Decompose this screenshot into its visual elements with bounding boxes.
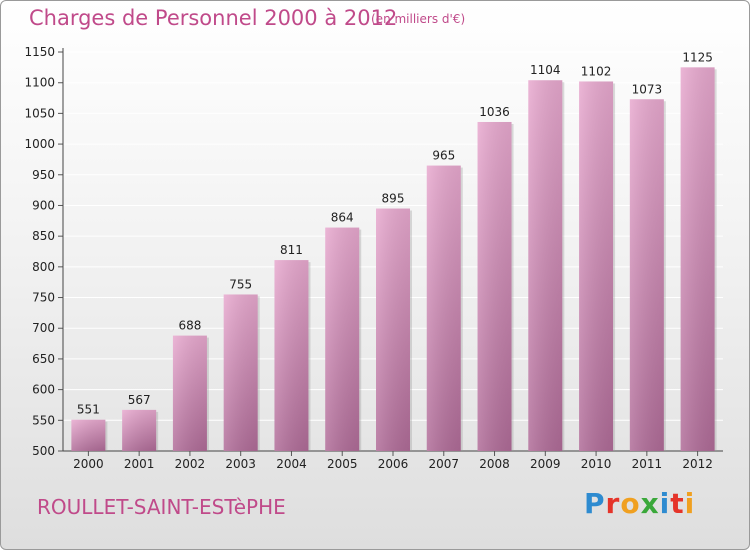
logo-letter: i — [684, 487, 696, 520]
x-tick-label: 2008 — [479, 457, 510, 471]
x-tick-label: 2003 — [225, 457, 256, 471]
data-label: 965 — [432, 149, 455, 163]
logo-letter: i — [659, 487, 671, 520]
bar-highlight — [629, 99, 664, 452]
data-label: 755 — [229, 277, 252, 291]
data-label: 811 — [280, 243, 303, 257]
x-tick-label: 2005 — [327, 457, 358, 471]
bar-highlight — [325, 227, 360, 451]
y-tick-label: 1100 — [24, 76, 55, 90]
y-tick-label: 850 — [32, 229, 55, 243]
x-tick-label: 2001 — [124, 457, 155, 471]
y-tick-label: 1000 — [24, 137, 55, 151]
data-label: 864 — [331, 211, 354, 225]
x-tick-label: 2011 — [632, 457, 663, 471]
data-label: 1036 — [479, 105, 510, 119]
x-tick-label: 2006 — [378, 457, 409, 471]
x-tick-label: 2000 — [73, 457, 104, 471]
y-tick-label: 900 — [32, 198, 55, 212]
logo-letter: t — [670, 487, 685, 520]
logo-letter: o — [620, 487, 641, 520]
bar-highlight — [122, 409, 157, 451]
data-label: 567 — [128, 393, 151, 407]
y-tick-label: 650 — [32, 352, 55, 366]
logo-letter: x — [640, 487, 660, 520]
bar-highlight — [172, 335, 207, 451]
y-tick-label: 1050 — [24, 106, 55, 120]
bar-highlight — [680, 67, 715, 451]
data-label: 551 — [77, 403, 100, 417]
commune-name: ROULLET-SAINT-ESTèPHE — [37, 495, 286, 519]
data-label: 1102 — [581, 64, 612, 78]
data-label: 688 — [178, 319, 201, 333]
proxiti-logo: Proxiti — [584, 487, 695, 520]
bar-highlight — [71, 419, 106, 451]
chart-subtitle: (en milliers d'€) — [371, 12, 466, 26]
y-tick-label: 750 — [32, 291, 55, 305]
bar-highlight — [223, 294, 258, 451]
bar-highlight — [426, 165, 461, 452]
bar-highlight — [477, 121, 512, 452]
data-label: 1125 — [682, 50, 713, 64]
bar-highlight — [528, 80, 563, 451]
logo-letter: r — [605, 487, 621, 520]
x-tick-label: 2004 — [276, 457, 307, 471]
x-tick-label: 2009 — [530, 457, 561, 471]
x-tick-label: 2012 — [682, 457, 713, 471]
data-label: 1104 — [530, 63, 561, 77]
bar-highlight — [579, 81, 614, 452]
data-label: 895 — [382, 192, 405, 206]
y-tick-label: 550 — [32, 413, 55, 427]
bar-highlight — [376, 208, 410, 451]
y-tick-label: 800 — [32, 260, 55, 274]
y-tick-label: 1150 — [24, 45, 55, 59]
x-tick-label: 2010 — [581, 457, 612, 471]
chart-title: Charges de Personnel 2000 à 2012 — [29, 6, 398, 30]
y-tick-label: 700 — [32, 321, 55, 335]
bar-highlight — [274, 260, 309, 451]
y-tick-label: 500 — [32, 444, 55, 458]
data-label: 1073 — [632, 82, 663, 96]
y-tick-label: 600 — [32, 383, 55, 397]
x-tick-label: 2002 — [175, 457, 206, 471]
logo-letter: P — [584, 487, 606, 520]
y-tick-label: 950 — [32, 168, 55, 182]
x-tick-label: 2007 — [428, 457, 459, 471]
